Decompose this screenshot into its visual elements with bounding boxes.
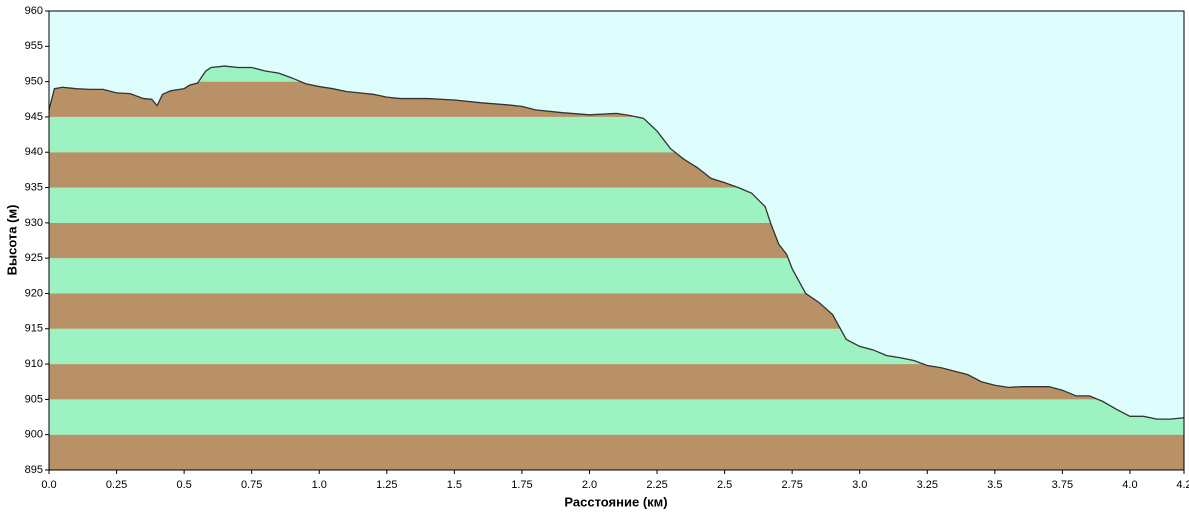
x-axis-title: Расстояние (км): [564, 494, 667, 509]
band: [49, 434, 1184, 470]
y-tick-label: 905: [25, 393, 43, 405]
y-tick-label: 925: [25, 252, 43, 264]
y-tick-label: 895: [25, 464, 43, 476]
x-tick-label: 2.0: [582, 479, 597, 491]
elevation-line: [48, 65, 1185, 420]
x-tick-label: 2.25: [646, 479, 667, 491]
y-tick-label: 955: [25, 40, 43, 52]
x-tick-label: 3.75: [1052, 479, 1073, 491]
y-tick-label: 940: [25, 146, 43, 158]
x-tick-label: 1.25: [376, 479, 397, 491]
x-tick-label: 2.5: [717, 479, 732, 491]
y-tick-label: 935: [25, 181, 43, 193]
x-tick-label: 3.25: [917, 479, 938, 491]
x-tick-label: 1.5: [447, 479, 462, 491]
x-tick-label: 3.0: [852, 479, 867, 491]
x-tick-label: 4.2: [1176, 479, 1189, 491]
x-tick-label: 3.5: [987, 479, 1002, 491]
y-tick-label: 950: [25, 76, 43, 88]
x-tick-label: 0.0: [41, 479, 56, 491]
y-tick-label: 945: [25, 111, 43, 123]
y-tick-label: 930: [25, 217, 43, 229]
y-tick-label: 920: [25, 287, 43, 299]
plot-frame: [48, 10, 1185, 471]
x-tick-label: 0.25: [106, 479, 127, 491]
band: [49, 399, 1184, 435]
x-tick-label: 1.0: [312, 479, 327, 491]
y-tick-label: 900: [25, 429, 43, 441]
y-tick-label: 960: [25, 5, 43, 17]
x-tick-label: 1.75: [511, 479, 532, 491]
x-tick-label: 0.75: [241, 479, 262, 491]
x-tick-label: 2.75: [781, 479, 802, 491]
x-tick-label: 0.5: [176, 479, 191, 491]
x-tick-label: 4.0: [1122, 479, 1137, 491]
y-tick-label: 910: [25, 358, 43, 370]
y-tick-label: 915: [25, 323, 43, 335]
y-axis-title: Высота (м): [4, 205, 19, 276]
